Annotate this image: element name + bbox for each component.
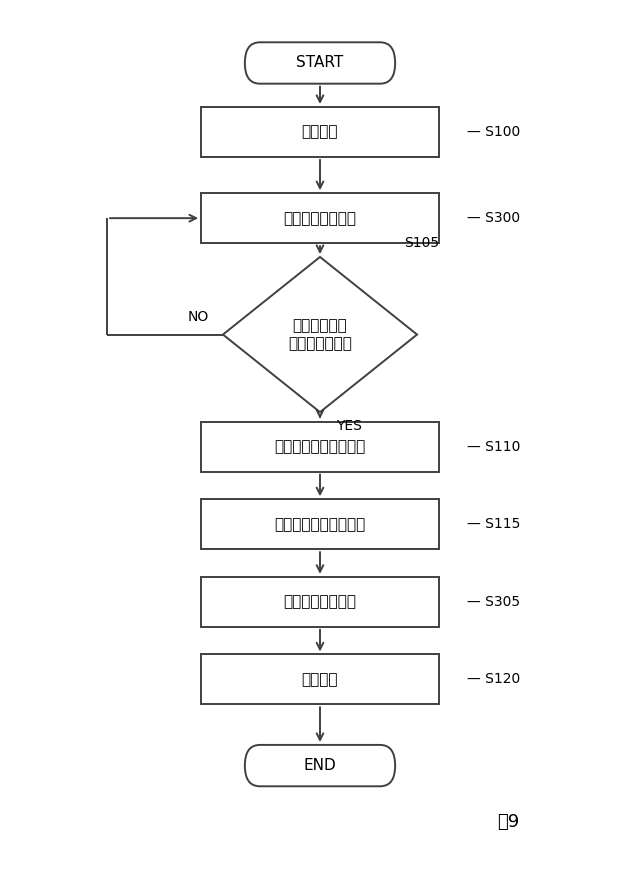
Text: 電源オフ: 電源オフ bbox=[301, 672, 339, 687]
FancyBboxPatch shape bbox=[201, 421, 439, 471]
Text: 部品の状態の検出: 部品の状態の検出 bbox=[284, 210, 356, 226]
Text: S105: S105 bbox=[404, 236, 440, 250]
Text: END: END bbox=[303, 758, 337, 774]
Text: — S120: — S120 bbox=[467, 673, 520, 687]
Text: — S100: — S100 bbox=[467, 125, 520, 139]
Text: バッテリの状態の通知: バッテリの状態の通知 bbox=[275, 517, 365, 532]
Text: — S115: — S115 bbox=[467, 517, 520, 531]
Text: START: START bbox=[296, 55, 344, 70]
Text: 電源のオフが
指示されたか？: 電源のオフが 指示されたか？ bbox=[288, 318, 352, 350]
Text: — S110: — S110 bbox=[467, 440, 520, 454]
FancyBboxPatch shape bbox=[201, 499, 439, 549]
FancyBboxPatch shape bbox=[201, 107, 439, 157]
Text: NO: NO bbox=[188, 310, 209, 324]
FancyBboxPatch shape bbox=[201, 194, 439, 244]
Text: — S300: — S300 bbox=[467, 211, 520, 225]
Text: YES: YES bbox=[335, 419, 362, 433]
FancyBboxPatch shape bbox=[201, 576, 439, 627]
Text: 囹9: 囹9 bbox=[497, 813, 519, 830]
FancyBboxPatch shape bbox=[245, 745, 395, 787]
Polygon shape bbox=[223, 257, 417, 412]
Text: 電源オン: 電源オン bbox=[301, 124, 339, 139]
FancyBboxPatch shape bbox=[245, 42, 395, 84]
Text: — S305: — S305 bbox=[467, 595, 520, 609]
Text: バッテリの状態の検出: バッテリの状態の検出 bbox=[275, 439, 365, 454]
FancyBboxPatch shape bbox=[201, 654, 439, 704]
Text: 部品の状態の通知: 部品の状態の通知 bbox=[284, 594, 356, 610]
